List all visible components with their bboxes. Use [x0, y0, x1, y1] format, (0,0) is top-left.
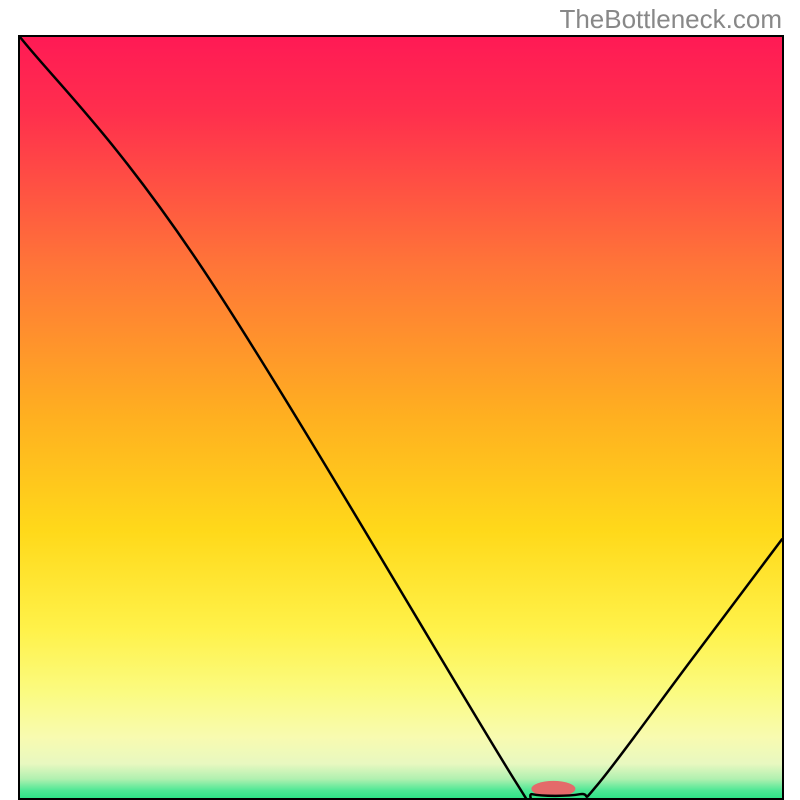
chart-svg [18, 35, 784, 800]
gradient-background [20, 37, 782, 798]
watermark-text: TheBottleneck.com [559, 4, 782, 35]
chart-area [18, 35, 784, 800]
